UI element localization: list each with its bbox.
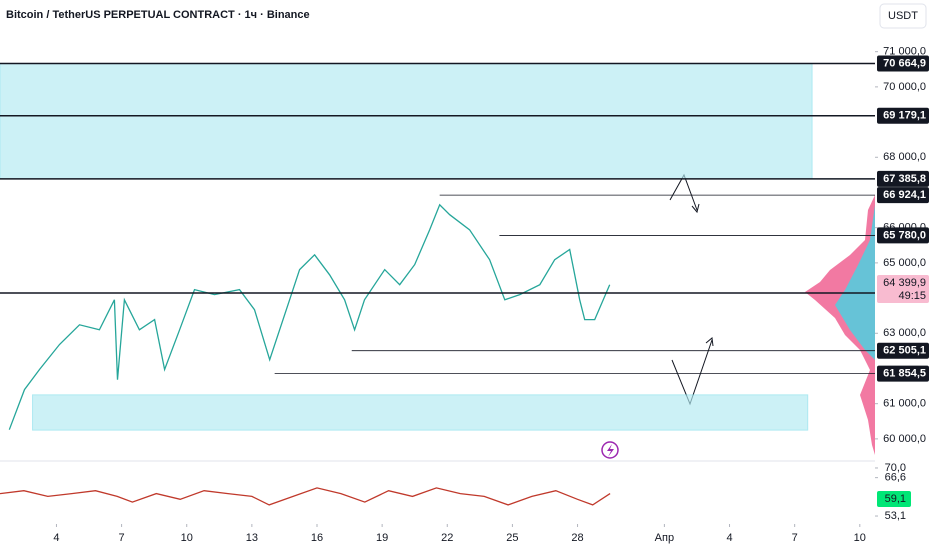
y-tick-label: 65 000,0 xyxy=(883,257,926,269)
y-tick-label: 61 000,0 xyxy=(883,398,926,410)
price-tag-bg xyxy=(877,275,929,304)
level-label: 69 179,1 xyxy=(883,110,926,122)
currency-button[interactable] xyxy=(879,3,927,29)
level-label-bg xyxy=(877,55,929,72)
x-tick-label: 19 xyxy=(376,532,388,544)
x-tick-label: 25 xyxy=(506,532,518,544)
x-tick-label: 4 xyxy=(726,532,732,544)
x-tick-label: Апр xyxy=(655,532,674,544)
level-label-bg xyxy=(877,342,929,359)
x-tick-label: 7 xyxy=(119,532,125,544)
level-label-bg xyxy=(877,187,929,204)
price-tag-countdown: 49:15 xyxy=(898,290,926,302)
level-label: 65 780,0 xyxy=(883,229,926,241)
event-icon-bolt xyxy=(607,444,614,457)
x-tick-label: 28 xyxy=(571,532,583,544)
level-label-bg xyxy=(877,107,929,124)
y-tick-label: 70 000,0 xyxy=(883,81,926,93)
zone xyxy=(32,394,809,431)
osc-current-bg xyxy=(877,490,911,507)
x-tick-label: 7 xyxy=(792,532,798,544)
y-tick-label: 68 000,0 xyxy=(883,151,926,163)
price-tag-label: 64 399,9 xyxy=(883,277,926,289)
osc-current-label: 59,1 xyxy=(885,493,906,505)
zone xyxy=(0,62,813,180)
volume-profile-value-area xyxy=(835,205,875,360)
level-label: 61 854,5 xyxy=(883,368,926,380)
oscillator-line xyxy=(0,487,611,506)
level-label: 70 664,9 xyxy=(883,57,926,69)
y-tick-label: 63 000,0 xyxy=(883,327,926,339)
level-label: 67 385,8 xyxy=(883,173,926,185)
x-tick-label: 22 xyxy=(441,532,453,544)
x-tick-label: 10 xyxy=(854,532,866,544)
level-label-bg xyxy=(877,170,929,187)
x-tick-label: 10 xyxy=(181,532,193,544)
chart-title: Bitcoin / TetherUS PERPETUAL CONTRACT · … xyxy=(6,9,310,21)
osc-tick-label: 70,0 xyxy=(885,462,906,474)
y-tick-label: 60 000,0 xyxy=(883,433,926,445)
level-label: 66 924,1 xyxy=(883,189,926,201)
event-icon[interactable] xyxy=(601,441,619,459)
x-tick-label: 13 xyxy=(246,532,258,544)
x-tick-label: 16 xyxy=(311,532,323,544)
level-label-bg xyxy=(877,227,929,244)
osc-tick-label: 66,6 xyxy=(885,472,906,484)
level-label-bg xyxy=(877,365,929,382)
level-label: 62 505,1 xyxy=(883,345,926,357)
y-tick-label: 71 000,0 xyxy=(883,46,926,58)
volume-profile xyxy=(805,195,875,455)
currency-label[interactable]: USDT xyxy=(888,10,918,22)
x-tick-label: 4 xyxy=(53,532,59,544)
osc-tick-label: 53,1 xyxy=(885,510,906,522)
